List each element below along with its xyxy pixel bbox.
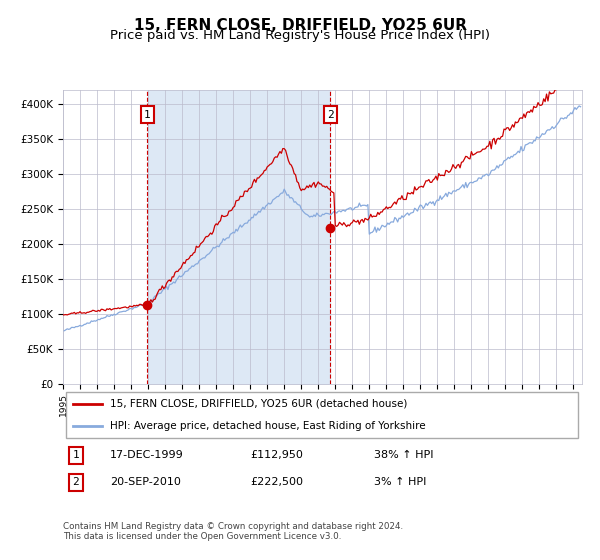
Text: 3% ↑ HPI: 3% ↑ HPI — [374, 477, 427, 487]
Text: 1: 1 — [144, 110, 151, 120]
Text: 15, FERN CLOSE, DRIFFIELD, YO25 6UR (detached house): 15, FERN CLOSE, DRIFFIELD, YO25 6UR (det… — [110, 399, 407, 409]
Text: Contains HM Land Registry data © Crown copyright and database right 2024.
This d: Contains HM Land Registry data © Crown c… — [63, 522, 403, 542]
Text: Price paid vs. HM Land Registry's House Price Index (HPI): Price paid vs. HM Land Registry's House … — [110, 29, 490, 42]
Text: 20-SEP-2010: 20-SEP-2010 — [110, 477, 181, 487]
Text: 2: 2 — [327, 110, 334, 120]
Text: £112,950: £112,950 — [250, 450, 303, 460]
Text: HPI: Average price, detached house, East Riding of Yorkshire: HPI: Average price, detached house, East… — [110, 421, 425, 431]
FancyBboxPatch shape — [65, 393, 578, 437]
Text: £222,500: £222,500 — [250, 477, 303, 487]
Text: 17-DEC-1999: 17-DEC-1999 — [110, 450, 184, 460]
Text: 1: 1 — [73, 450, 79, 460]
Text: 38% ↑ HPI: 38% ↑ HPI — [374, 450, 434, 460]
Text: 15, FERN CLOSE, DRIFFIELD, YO25 6UR: 15, FERN CLOSE, DRIFFIELD, YO25 6UR — [133, 18, 467, 33]
Text: 2: 2 — [73, 477, 79, 487]
